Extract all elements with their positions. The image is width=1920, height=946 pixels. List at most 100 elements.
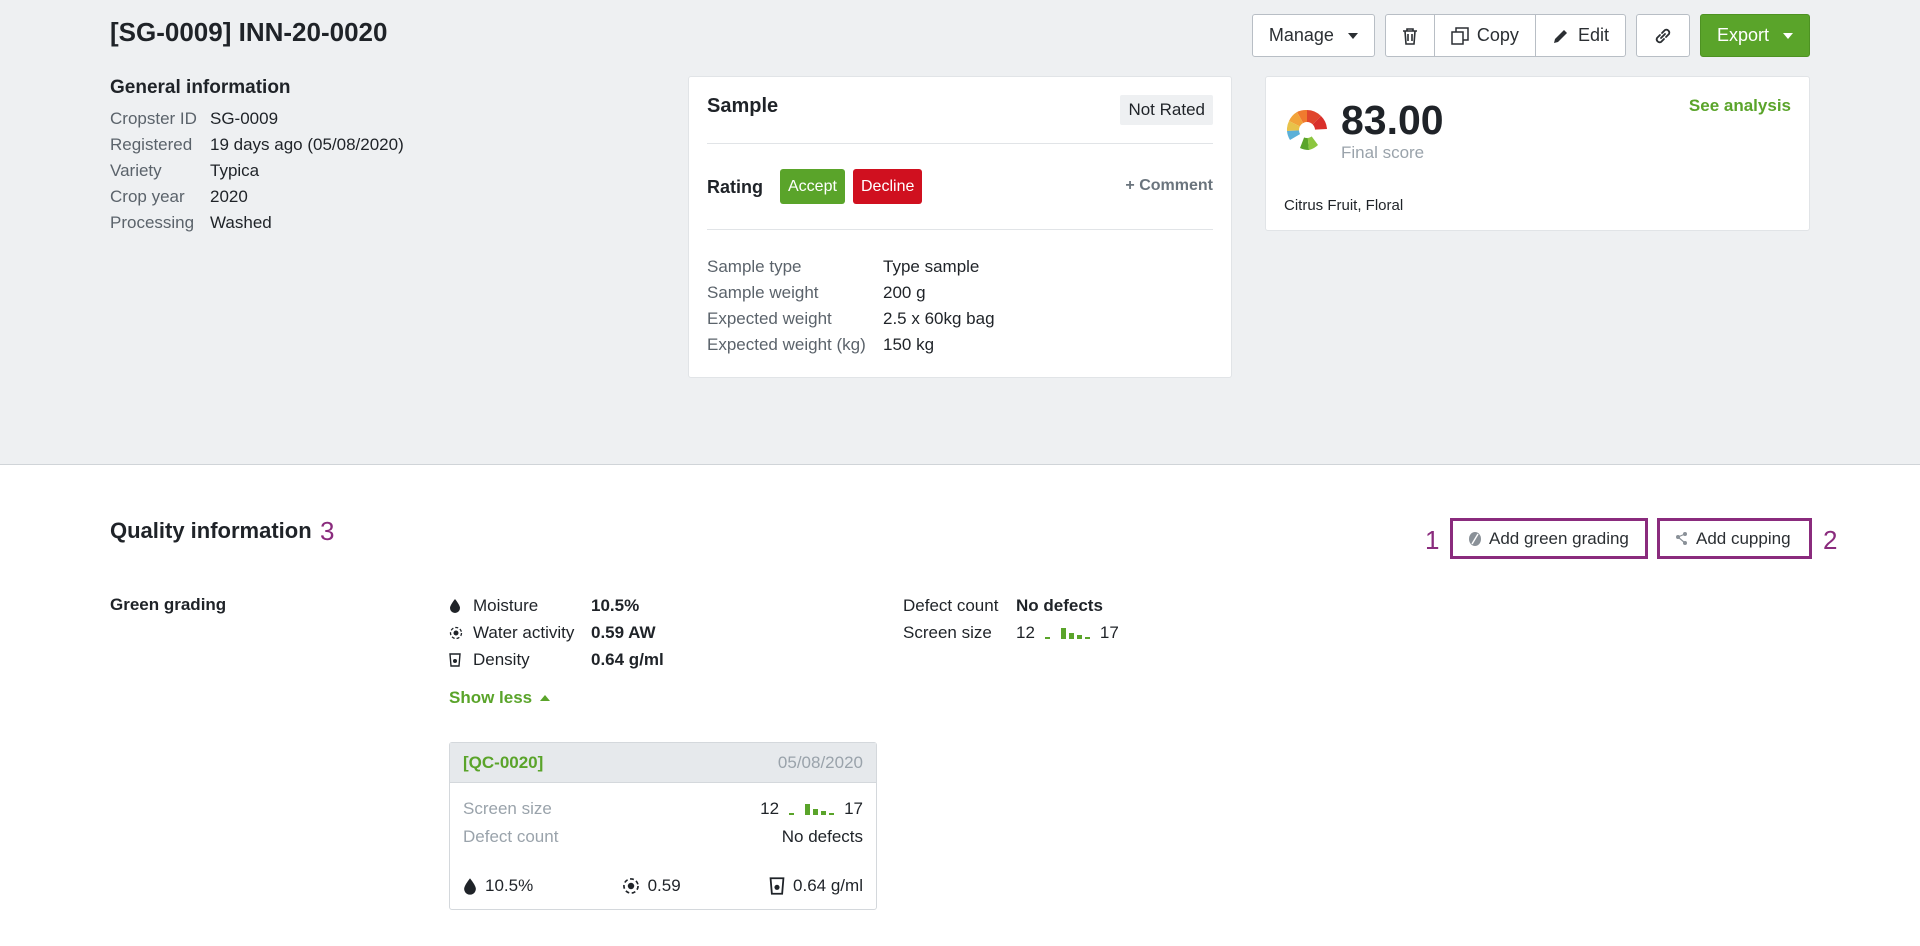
sample-row: Sample type Type sample xyxy=(707,254,995,280)
metric-label: Moisture xyxy=(473,595,539,615)
add-comment-link[interactable]: + Comment xyxy=(1125,177,1213,194)
metric-row: Density 0.64 g/ml xyxy=(449,646,664,673)
green-grading-label: Green grading xyxy=(110,595,227,614)
general-info-list: Cropster ID SG-0009 Registered 19 days ago… xyxy=(110,106,404,236)
status-badge: Not Rated xyxy=(1120,95,1213,125)
metric-label: Water activity xyxy=(473,622,575,642)
metric-label: Density xyxy=(473,649,530,669)
general-info-row: Crop year 2020 xyxy=(110,184,404,210)
chevron-up-icon xyxy=(540,695,551,701)
sample-row: Expected weight (kg) 150 kg xyxy=(707,332,995,358)
quality-info-title: Quality information xyxy=(110,518,312,543)
edit-button-group: Copy Edit xyxy=(1384,14,1626,57)
qc-defect-row: Defect count No defects xyxy=(463,827,863,847)
metric-row: Moisture 10.5% xyxy=(449,592,664,619)
row-value: Washed xyxy=(210,213,272,232)
sample-row: Expected weight 2.5 x 60kg bag xyxy=(707,306,995,332)
trash-icon xyxy=(1402,27,1417,45)
chevron-down-icon xyxy=(1347,32,1358,39)
link-button[interactable] xyxy=(1635,14,1690,57)
flavor-descriptors: Citrus Fruit, Floral xyxy=(1284,197,1404,214)
metric-row: Water activity 0.59 AW xyxy=(449,619,664,646)
screen-size-label: Screen size xyxy=(903,622,992,642)
defect-count-value: No defects xyxy=(1016,595,1103,615)
drop-icon xyxy=(450,598,460,613)
qc-water-activity-value: 0.59 xyxy=(647,876,681,895)
water-activity-icon xyxy=(622,878,639,894)
water-activity-icon xyxy=(449,626,463,639)
manage-button[interactable]: Manage xyxy=(1251,14,1375,57)
defect-count-label: Defect count xyxy=(903,595,999,615)
accept-button[interactable]: Accept xyxy=(780,169,845,204)
detail-header-area: [SG-0009] INN-20-0020 Manage Copy Edit E… xyxy=(0,0,1920,465)
add-green-grading-button[interactable]: Add green grading xyxy=(1450,518,1648,559)
divider xyxy=(707,229,1213,230)
final-score-value: 83.00 xyxy=(1341,97,1444,143)
qc-density-value: 0.64 g/ml xyxy=(793,876,863,895)
show-less-label: Show less xyxy=(449,688,533,707)
row-value: 19 days ago (05/08/2020) xyxy=(210,135,404,154)
metric-value: 0.64 g/ml xyxy=(591,649,664,669)
show-less-toggle[interactable]: Show less xyxy=(449,688,551,708)
row-value: 2.5 x 60kg bag xyxy=(883,309,995,328)
qc-screen-max: 17 xyxy=(844,799,863,818)
chevron-down-icon xyxy=(1783,32,1793,39)
row-value: Typica xyxy=(210,161,260,180)
row-value: 2020 xyxy=(210,187,248,206)
qc-moisture: 10.5% xyxy=(463,876,533,896)
add-cupping-button[interactable]: Add cupping xyxy=(1657,518,1812,559)
sample-title: Sample xyxy=(707,95,779,117)
screen-size-row: Screen size 12 17 xyxy=(903,619,1119,646)
row-value: Type sample xyxy=(883,257,980,276)
screen-size-histogram xyxy=(1044,627,1090,639)
qc-defect-label: Defect count xyxy=(463,827,559,846)
edit-button[interactable]: Edit xyxy=(1534,14,1626,57)
export-button[interactable]: Export xyxy=(1699,14,1810,57)
row-label: Sample type xyxy=(707,257,802,276)
metric-value: 0.59 AW xyxy=(591,622,656,642)
divider xyxy=(707,143,1213,144)
delete-button[interactable] xyxy=(1384,14,1435,57)
qc-id-link[interactable]: [QC-0020] xyxy=(463,752,544,772)
export-label: Export xyxy=(1716,25,1769,45)
defect-count-row: Defect count No defects xyxy=(903,592,1119,619)
add-cupping-label: Add cupping xyxy=(1696,528,1791,548)
row-label: Sample weight xyxy=(707,283,819,302)
row-label: Processing xyxy=(110,213,195,232)
link-icon xyxy=(1655,28,1671,43)
bean-icon xyxy=(1469,531,1481,546)
flavor-wheel-icon xyxy=(1286,109,1327,151)
qc-date: 05/08/2020 xyxy=(777,752,863,772)
decline-button[interactable]: Decline xyxy=(853,169,923,204)
score-card: 83.00 Final score See analysis Citrus Fr… xyxy=(1265,76,1810,231)
general-info-row: Processing Washed xyxy=(110,210,404,236)
qc-screen-size-label: Screen size xyxy=(463,799,552,818)
sample-row: Sample weight 200 g xyxy=(707,280,995,306)
row-value: SG-0009 xyxy=(210,109,279,128)
copy-label: Copy xyxy=(1476,25,1519,45)
manage-label: Manage xyxy=(1268,25,1334,45)
green-grading-metrics: Moisture 10.5% Water activity 0.59 AW De… xyxy=(449,592,664,673)
qc-screen-size-histogram xyxy=(789,803,835,815)
toolbar: Manage Copy Edit Export xyxy=(1251,14,1810,57)
edit-label: Edit xyxy=(1577,25,1609,45)
defect-summary: Defect count No defects Screen size 12 1… xyxy=(903,592,1119,646)
row-label: Expected weight xyxy=(707,309,832,328)
see-analysis-link[interactable]: See analysis xyxy=(1688,96,1791,115)
row-value: 150 kg xyxy=(883,335,935,354)
metric-value: 10.5% xyxy=(591,595,640,615)
density-icon xyxy=(449,652,461,667)
copy-button[interactable]: Copy xyxy=(1433,14,1536,57)
general-info-row: Variety Typica xyxy=(110,158,404,184)
qc-moisture-value: 10.5% xyxy=(485,876,534,895)
qc-defect-value: No defects xyxy=(781,827,863,846)
screen-size-max: 17 xyxy=(1099,622,1119,642)
row-value: 200 g xyxy=(883,283,926,302)
general-info-title: General information xyxy=(110,77,291,98)
sample-details: Sample type Type sample Sample weight 200 … xyxy=(707,254,995,358)
annotation-number: 2 xyxy=(1823,525,1838,555)
density-icon xyxy=(769,877,785,895)
qc-metrics-footer: 10.5% 0.59 0.64 g/ml xyxy=(463,876,863,896)
qc-record-card[interactable]: [QC-0020] 05/08/2020 Screen size 12 17 D… xyxy=(449,742,877,910)
row-label: Expected weight (kg) xyxy=(707,335,866,354)
